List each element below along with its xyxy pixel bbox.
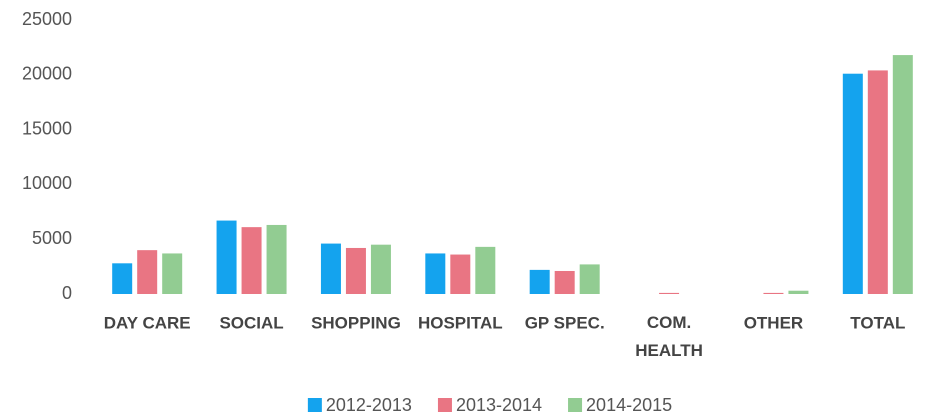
y-tick-label: 15000 (22, 118, 72, 138)
legend-swatch (568, 398, 583, 412)
bar (241, 227, 262, 294)
legend-swatch (437, 398, 452, 412)
bar (370, 244, 391, 294)
bar (345, 247, 366, 294)
bar (529, 269, 550, 294)
y-tick-label: 20000 (22, 64, 72, 84)
y-tick-label: 25000 (22, 9, 72, 29)
bar (579, 264, 600, 294)
bar (320, 243, 341, 294)
x-tick-label: COM. HEALTH (635, 313, 703, 360)
bar (216, 220, 237, 294)
y-tick-label: 10000 (22, 173, 72, 193)
x-tick-label: DAY CARE (104, 313, 191, 332)
y-tick-label: 5000 (32, 228, 72, 248)
legend: 2012-2013 2013-2014 2014-2015 (307, 395, 672, 415)
bar (425, 253, 446, 294)
bar (266, 224, 287, 294)
bar (450, 254, 471, 294)
legend-label: 2014-2015 (586, 395, 672, 415)
bar (554, 270, 575, 294)
bar (763, 292, 784, 294)
bar (892, 55, 913, 295)
x-tick-label: SOCIAL (219, 313, 283, 332)
bar (475, 246, 496, 294)
y-tick-label: 0 (62, 283, 72, 303)
x-tick-label: OTHER (744, 313, 804, 332)
bar (112, 263, 133, 294)
x-tick-label: GP SPEC. (525, 313, 605, 332)
legend-label: 2013-2014 (456, 395, 542, 415)
legend-label: 2012-2013 (326, 395, 412, 415)
bar (788, 290, 809, 294)
legend-swatch (307, 398, 322, 412)
bar (137, 250, 158, 294)
bar (659, 292, 680, 294)
x-tick-label: HOSPITAL (418, 313, 503, 332)
bar (867, 70, 888, 294)
bar (162, 253, 183, 294)
x-tick-label: TOTAL (850, 313, 905, 332)
x-tick-label: SHOPPING (311, 313, 401, 332)
bar (842, 73, 863, 294)
